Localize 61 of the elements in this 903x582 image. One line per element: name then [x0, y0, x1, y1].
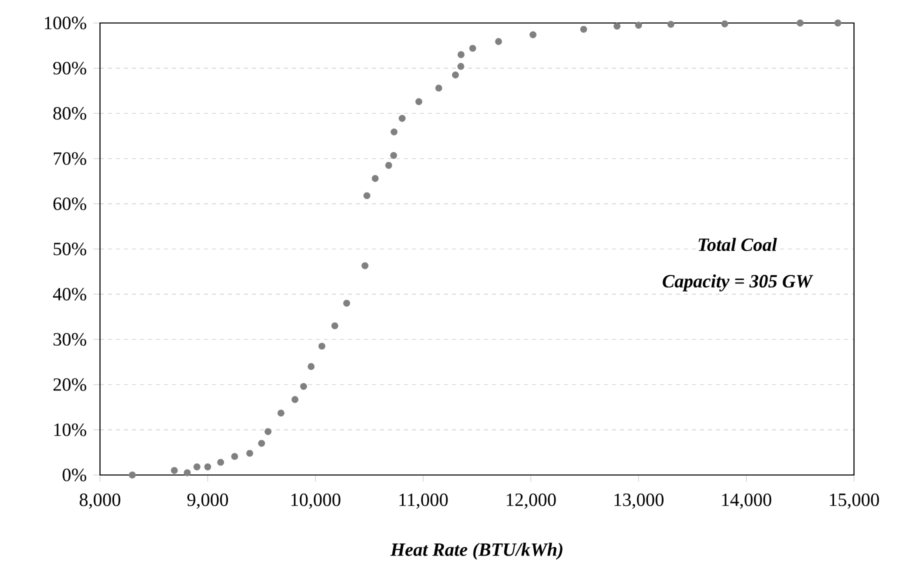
point [721, 20, 728, 28]
point [667, 20, 674, 28]
point [128, 472, 136, 478]
point [390, 152, 398, 159]
point [170, 467, 178, 474]
x-tick-label: 9,000 [187, 493, 228, 509]
point [614, 22, 620, 30]
point [469, 44, 476, 52]
point [231, 453, 238, 460]
x-tick-label: 11,000 [399, 493, 448, 509]
point [362, 262, 368, 270]
point [184, 469, 191, 476]
x-axis-title: Heat Rate (BTU/kWh) [390, 542, 562, 560]
point [264, 428, 272, 436]
point [363, 192, 370, 200]
point [277, 410, 284, 417]
point [204, 463, 212, 470]
x-tick-label: 15,000 [830, 493, 879, 509]
y-tick-label: 40% [52, 288, 86, 301]
point [415, 98, 422, 106]
y-tick-label: 50% [54, 242, 86, 256]
point [372, 175, 379, 182]
point [331, 322, 338, 330]
point [452, 72, 459, 78]
point [796, 20, 804, 26]
y-tick-label: 80% [53, 107, 86, 120]
x-tick-label: 10,000 [291, 493, 340, 509]
y-tick-label: 60% [53, 197, 86, 210]
point [530, 31, 536, 38]
point [308, 363, 315, 370]
x-tick-label: 13,000 [614, 493, 664, 509]
y-tick-label: 100% [44, 16, 86, 30]
point [291, 396, 298, 403]
point [580, 26, 588, 33]
point [390, 128, 398, 136]
annotation: Total Coal [698, 238, 777, 252]
y-tick-label: 70% [54, 152, 86, 165]
point [635, 22, 642, 29]
point [458, 51, 465, 58]
x-tick-label: 14,000 [722, 493, 772, 509]
y-tick-label: 90% [53, 62, 86, 75]
point [343, 300, 350, 307]
point [457, 62, 464, 70]
point [258, 440, 266, 447]
point [834, 20, 842, 26]
y-tick-label: 30% [54, 333, 86, 346]
point [435, 84, 442, 92]
point [300, 382, 308, 390]
y-tick-label: 20% [53, 378, 86, 391]
point [385, 162, 392, 169]
y-tick-label: 0% [62, 468, 86, 482]
x-tick-label: 12,000 [506, 493, 556, 509]
y-tick-label: 10% [54, 423, 86, 436]
point [246, 450, 254, 457]
point [193, 463, 200, 470]
annotation: Capacity = 305 GW [662, 274, 814, 292]
point [217, 458, 224, 466]
point [398, 114, 406, 122]
point [495, 38, 502, 45]
x-tick-label: 8,000 [80, 493, 120, 509]
point [318, 342, 326, 350]
